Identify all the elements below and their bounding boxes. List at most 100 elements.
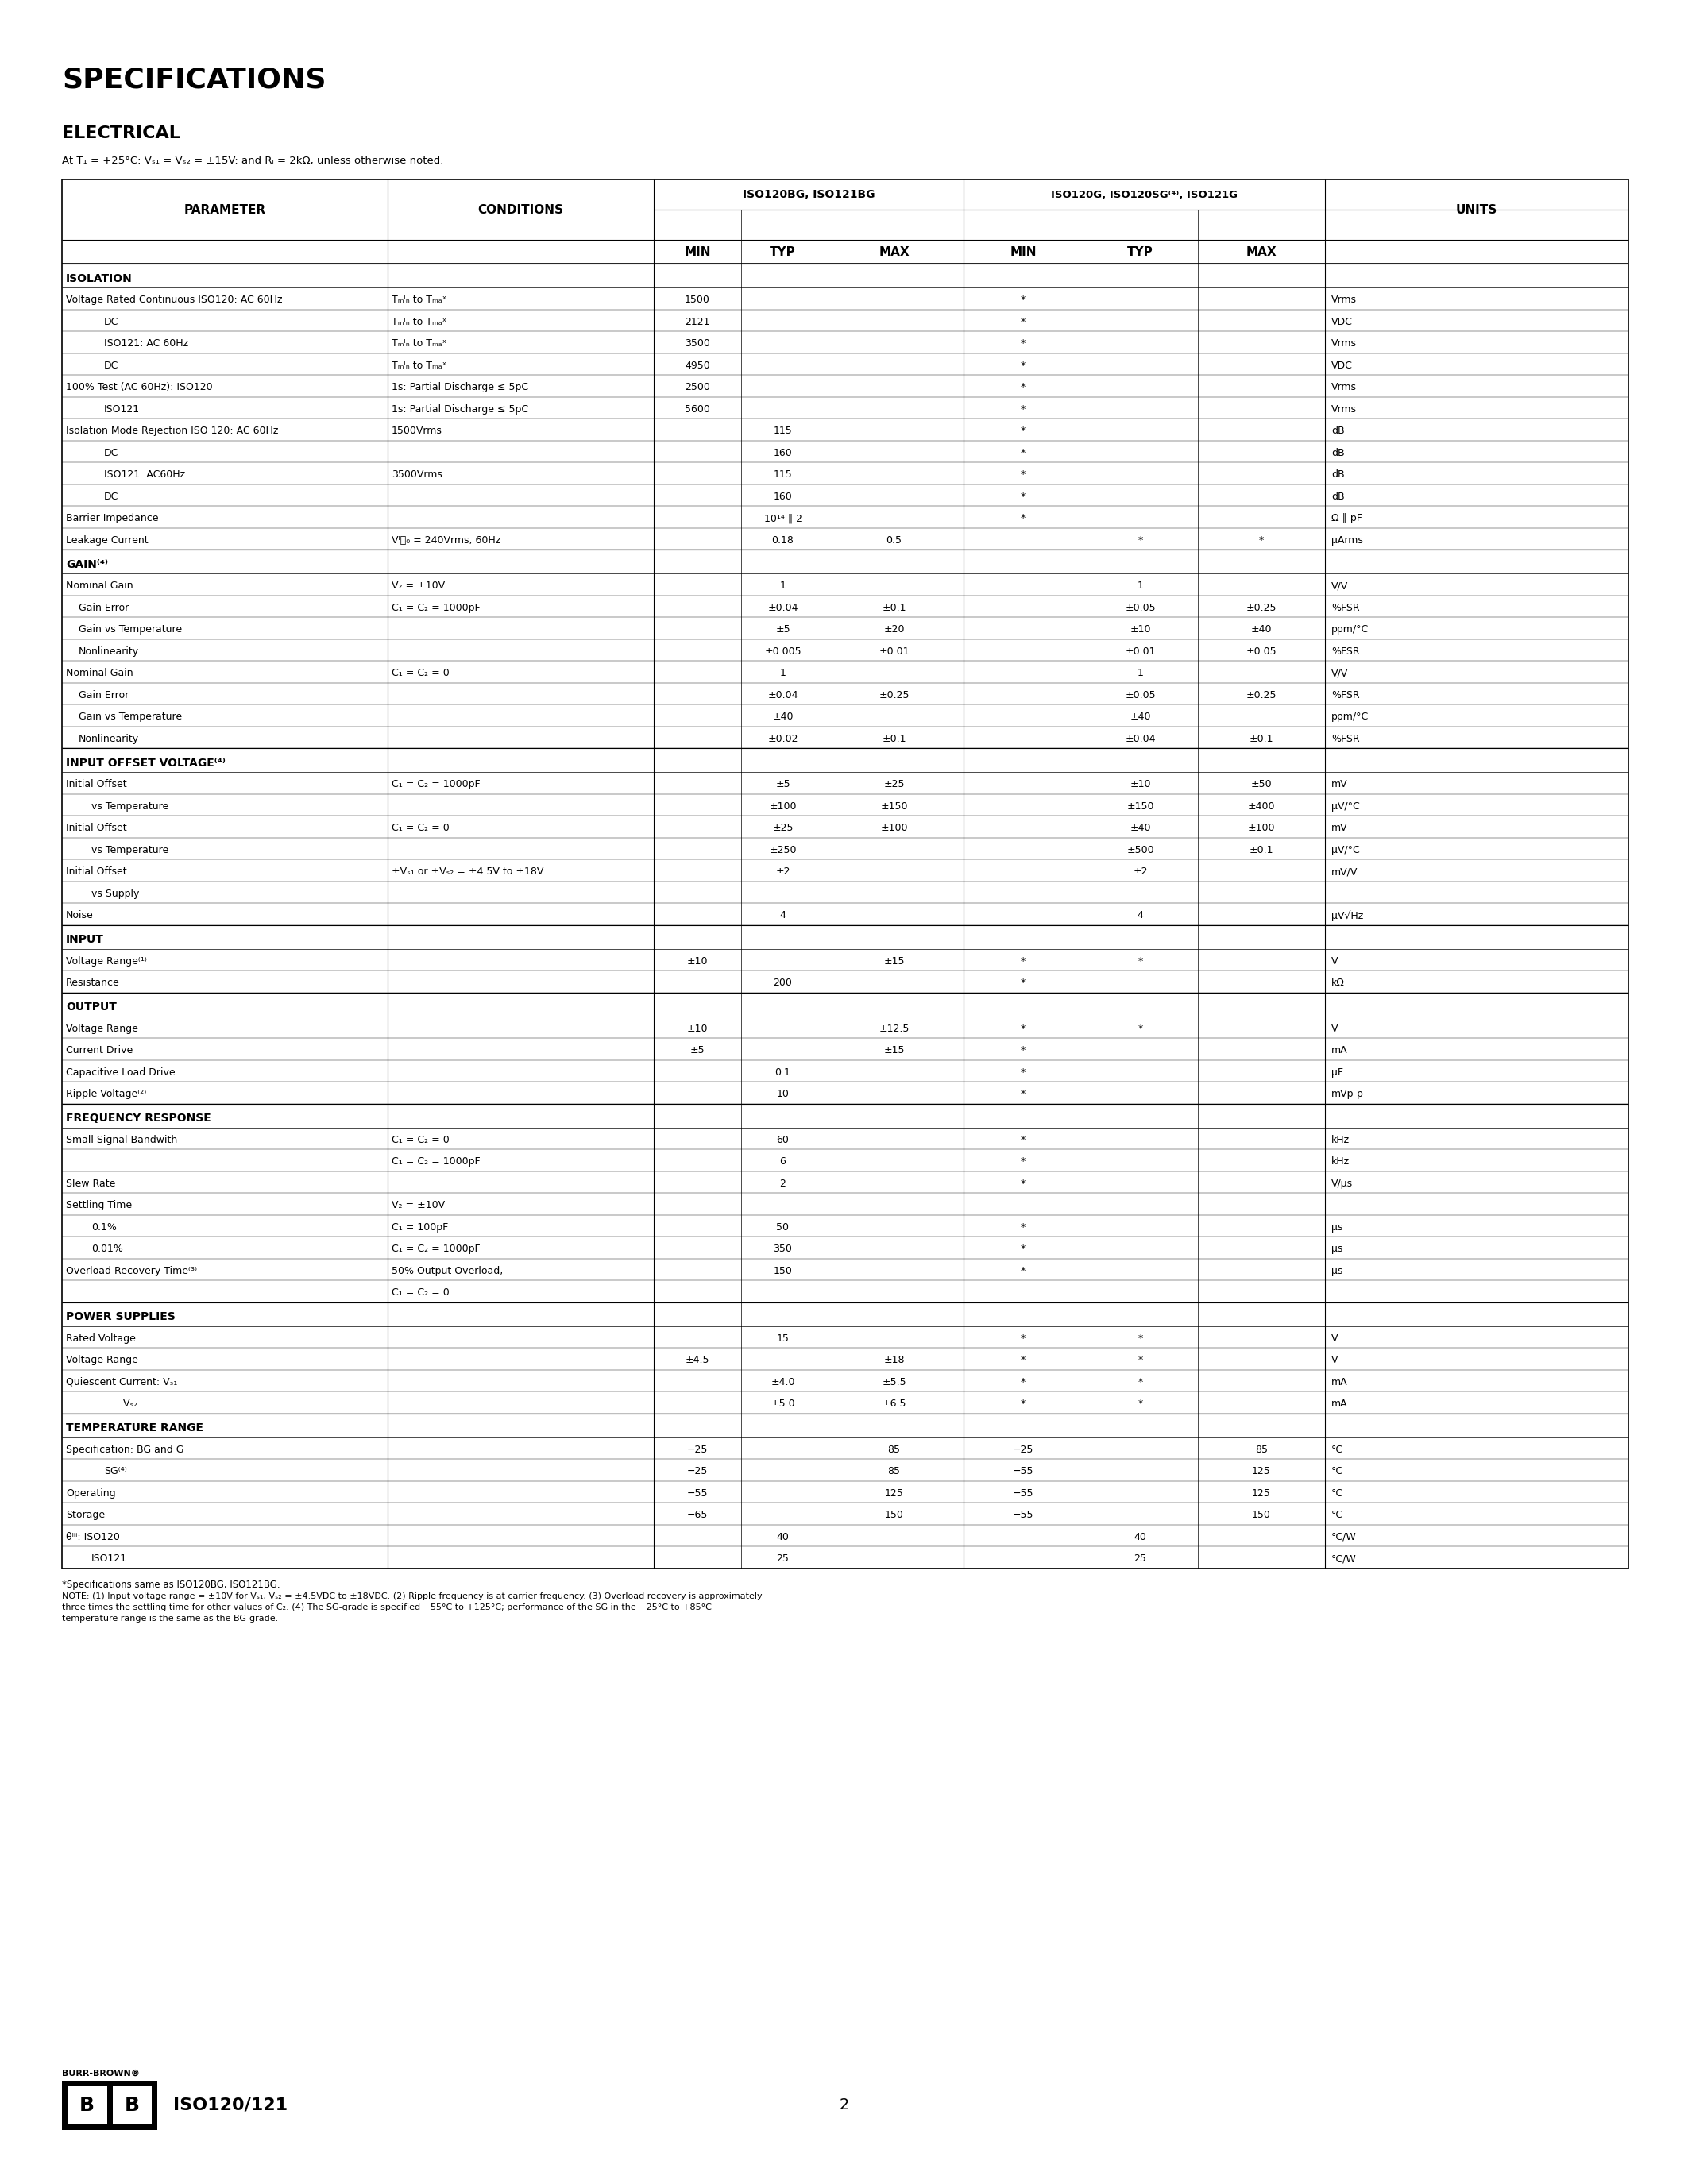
Text: 125: 125 xyxy=(1252,1487,1271,1498)
Text: Voltage Range: Voltage Range xyxy=(66,1024,138,1033)
Text: 40: 40 xyxy=(1134,1531,1146,1542)
Text: Voltage Rated Continuous ISO120: AC 60Hz: Voltage Rated Continuous ISO120: AC 60Hz xyxy=(66,295,282,306)
Text: ISO120G, ISO120SG⁽⁴⁾, ISO121G: ISO120G, ISO120SG⁽⁴⁾, ISO121G xyxy=(1052,190,1237,199)
Text: 4950: 4950 xyxy=(685,360,711,371)
Text: mV/V: mV/V xyxy=(1332,867,1357,878)
Text: ISO121: ISO121 xyxy=(105,404,140,415)
Text: ±400: ±400 xyxy=(1247,802,1274,812)
Text: *: * xyxy=(1021,1046,1026,1055)
Text: 125: 125 xyxy=(885,1487,903,1498)
Text: ±0.01: ±0.01 xyxy=(879,646,910,657)
Text: 15: 15 xyxy=(776,1334,790,1343)
Text: ±0.1: ±0.1 xyxy=(881,734,906,745)
Text: DC: DC xyxy=(105,448,118,459)
Text: %FSR: %FSR xyxy=(1332,603,1359,614)
Text: CONDITIONS: CONDITIONS xyxy=(478,203,564,216)
Text: 115: 115 xyxy=(773,426,792,437)
Text: C₁ = C₂ = 1000pF: C₁ = C₂ = 1000pF xyxy=(392,1158,481,1166)
Text: ±18: ±18 xyxy=(883,1356,905,1365)
Text: Slew Rate: Slew Rate xyxy=(66,1179,115,1188)
Text: mVp-p: mVp-p xyxy=(1332,1090,1364,1099)
Text: 2: 2 xyxy=(839,2099,849,2112)
Text: *: * xyxy=(1259,535,1264,546)
Text: −55: −55 xyxy=(1013,1509,1033,1520)
Text: 50: 50 xyxy=(776,1223,790,1232)
Text: *: * xyxy=(1021,1179,1026,1188)
Text: Leakage Current: Leakage Current xyxy=(66,535,149,546)
Text: ±10: ±10 xyxy=(1129,625,1151,636)
Text: vs Temperature: vs Temperature xyxy=(91,802,169,812)
Text: MIN: MIN xyxy=(1009,247,1036,258)
Text: Overload Recovery Time⁽³⁾: Overload Recovery Time⁽³⁾ xyxy=(66,1267,197,1275)
Text: Gain Error: Gain Error xyxy=(79,690,128,701)
Text: *: * xyxy=(1021,1158,1026,1166)
Text: VDC: VDC xyxy=(1332,360,1352,371)
Text: V: V xyxy=(1332,1356,1339,1365)
Text: *: * xyxy=(1021,957,1026,968)
Text: mV: mV xyxy=(1332,823,1347,834)
Text: Ripple Voltage⁽²⁾: Ripple Voltage⁽²⁾ xyxy=(66,1090,147,1099)
Text: ±25: ±25 xyxy=(773,823,793,834)
Text: TYP: TYP xyxy=(1128,247,1153,258)
Text: V/μs: V/μs xyxy=(1332,1179,1352,1188)
Text: C₁ = 100pF: C₁ = 100pF xyxy=(392,1223,449,1232)
Text: *: * xyxy=(1021,470,1026,480)
Text: μV/°C: μV/°C xyxy=(1332,802,1361,812)
Text: Vrms: Vrms xyxy=(1332,382,1357,393)
Text: V/V: V/V xyxy=(1332,581,1349,592)
Text: Specification: BG and G: Specification: BG and G xyxy=(66,1444,184,1455)
Text: *: * xyxy=(1138,1024,1143,1033)
Text: 25: 25 xyxy=(776,1553,790,1564)
Text: *: * xyxy=(1021,1378,1026,1387)
Text: *: * xyxy=(1021,491,1026,502)
Text: ppm/°C: ppm/°C xyxy=(1332,625,1369,636)
Text: *: * xyxy=(1021,426,1026,437)
Text: ±0.01: ±0.01 xyxy=(1124,646,1156,657)
Text: ±15: ±15 xyxy=(883,957,905,968)
Text: −25: −25 xyxy=(687,1465,707,1476)
Text: *: * xyxy=(1138,957,1143,968)
Text: °C: °C xyxy=(1332,1487,1344,1498)
Text: ISO121: ISO121 xyxy=(91,1553,127,1564)
Text: 5600: 5600 xyxy=(685,404,711,415)
Text: 50% Output Overload,: 50% Output Overload, xyxy=(392,1267,503,1275)
Text: Tₘᴵₙ to Tₘₐˣ: Tₘᴵₙ to Tₘₐˣ xyxy=(392,339,447,349)
Text: 0.01%: 0.01% xyxy=(91,1245,123,1254)
Text: V₂ = ±10V: V₂ = ±10V xyxy=(392,1201,446,1210)
Text: 25: 25 xyxy=(1134,1553,1146,1564)
Text: Tₘᴵₙ to Tₘₐˣ: Tₘᴵₙ to Tₘₐˣ xyxy=(392,295,447,306)
Text: ±Vₛ₁ or ±Vₛ₂ = ±4.5V to ±18V: ±Vₛ₁ or ±Vₛ₂ = ±4.5V to ±18V xyxy=(392,867,544,878)
Text: 2121: 2121 xyxy=(685,317,711,328)
Text: −55: −55 xyxy=(687,1487,707,1498)
Text: DC: DC xyxy=(105,360,118,371)
Text: Noise: Noise xyxy=(66,911,93,922)
Text: dB: dB xyxy=(1332,426,1345,437)
Text: ±4.0: ±4.0 xyxy=(771,1378,795,1387)
Text: ±4.5: ±4.5 xyxy=(685,1356,709,1365)
Text: ±0.05: ±0.05 xyxy=(1124,690,1156,701)
Text: 0.18: 0.18 xyxy=(771,535,793,546)
Text: ±10: ±10 xyxy=(1129,780,1151,791)
Text: ±0.05: ±0.05 xyxy=(1124,603,1156,614)
Text: ±100: ±100 xyxy=(1247,823,1274,834)
Text: %FSR: %FSR xyxy=(1332,690,1359,701)
Text: ±10: ±10 xyxy=(687,1024,707,1033)
Text: Gain vs Temperature: Gain vs Temperature xyxy=(79,712,182,723)
Text: *: * xyxy=(1021,1090,1026,1099)
Text: μF: μF xyxy=(1332,1068,1344,1077)
Text: °C/W: °C/W xyxy=(1332,1553,1357,1564)
Text: 160: 160 xyxy=(773,448,792,459)
Text: Barrier Impedance: Barrier Impedance xyxy=(66,513,159,524)
Text: *: * xyxy=(1138,535,1143,546)
Text: ±6.5: ±6.5 xyxy=(881,1400,906,1409)
Text: μs: μs xyxy=(1332,1245,1342,1254)
Text: Capacitive Load Drive: Capacitive Load Drive xyxy=(66,1068,176,1077)
Text: Vrms: Vrms xyxy=(1332,295,1357,306)
Text: OUTPUT: OUTPUT xyxy=(66,1002,116,1013)
Text: POWER SUPPLIES: POWER SUPPLIES xyxy=(66,1310,176,1321)
Text: Nominal Gain: Nominal Gain xyxy=(66,581,133,592)
Text: C₁ = C₂ = 0: C₁ = C₂ = 0 xyxy=(392,823,449,834)
Text: 100% Test (AC 60Hz): ISO120: 100% Test (AC 60Hz): ISO120 xyxy=(66,382,213,393)
Text: ±0.25: ±0.25 xyxy=(1246,603,1276,614)
Text: 10: 10 xyxy=(776,1090,790,1099)
